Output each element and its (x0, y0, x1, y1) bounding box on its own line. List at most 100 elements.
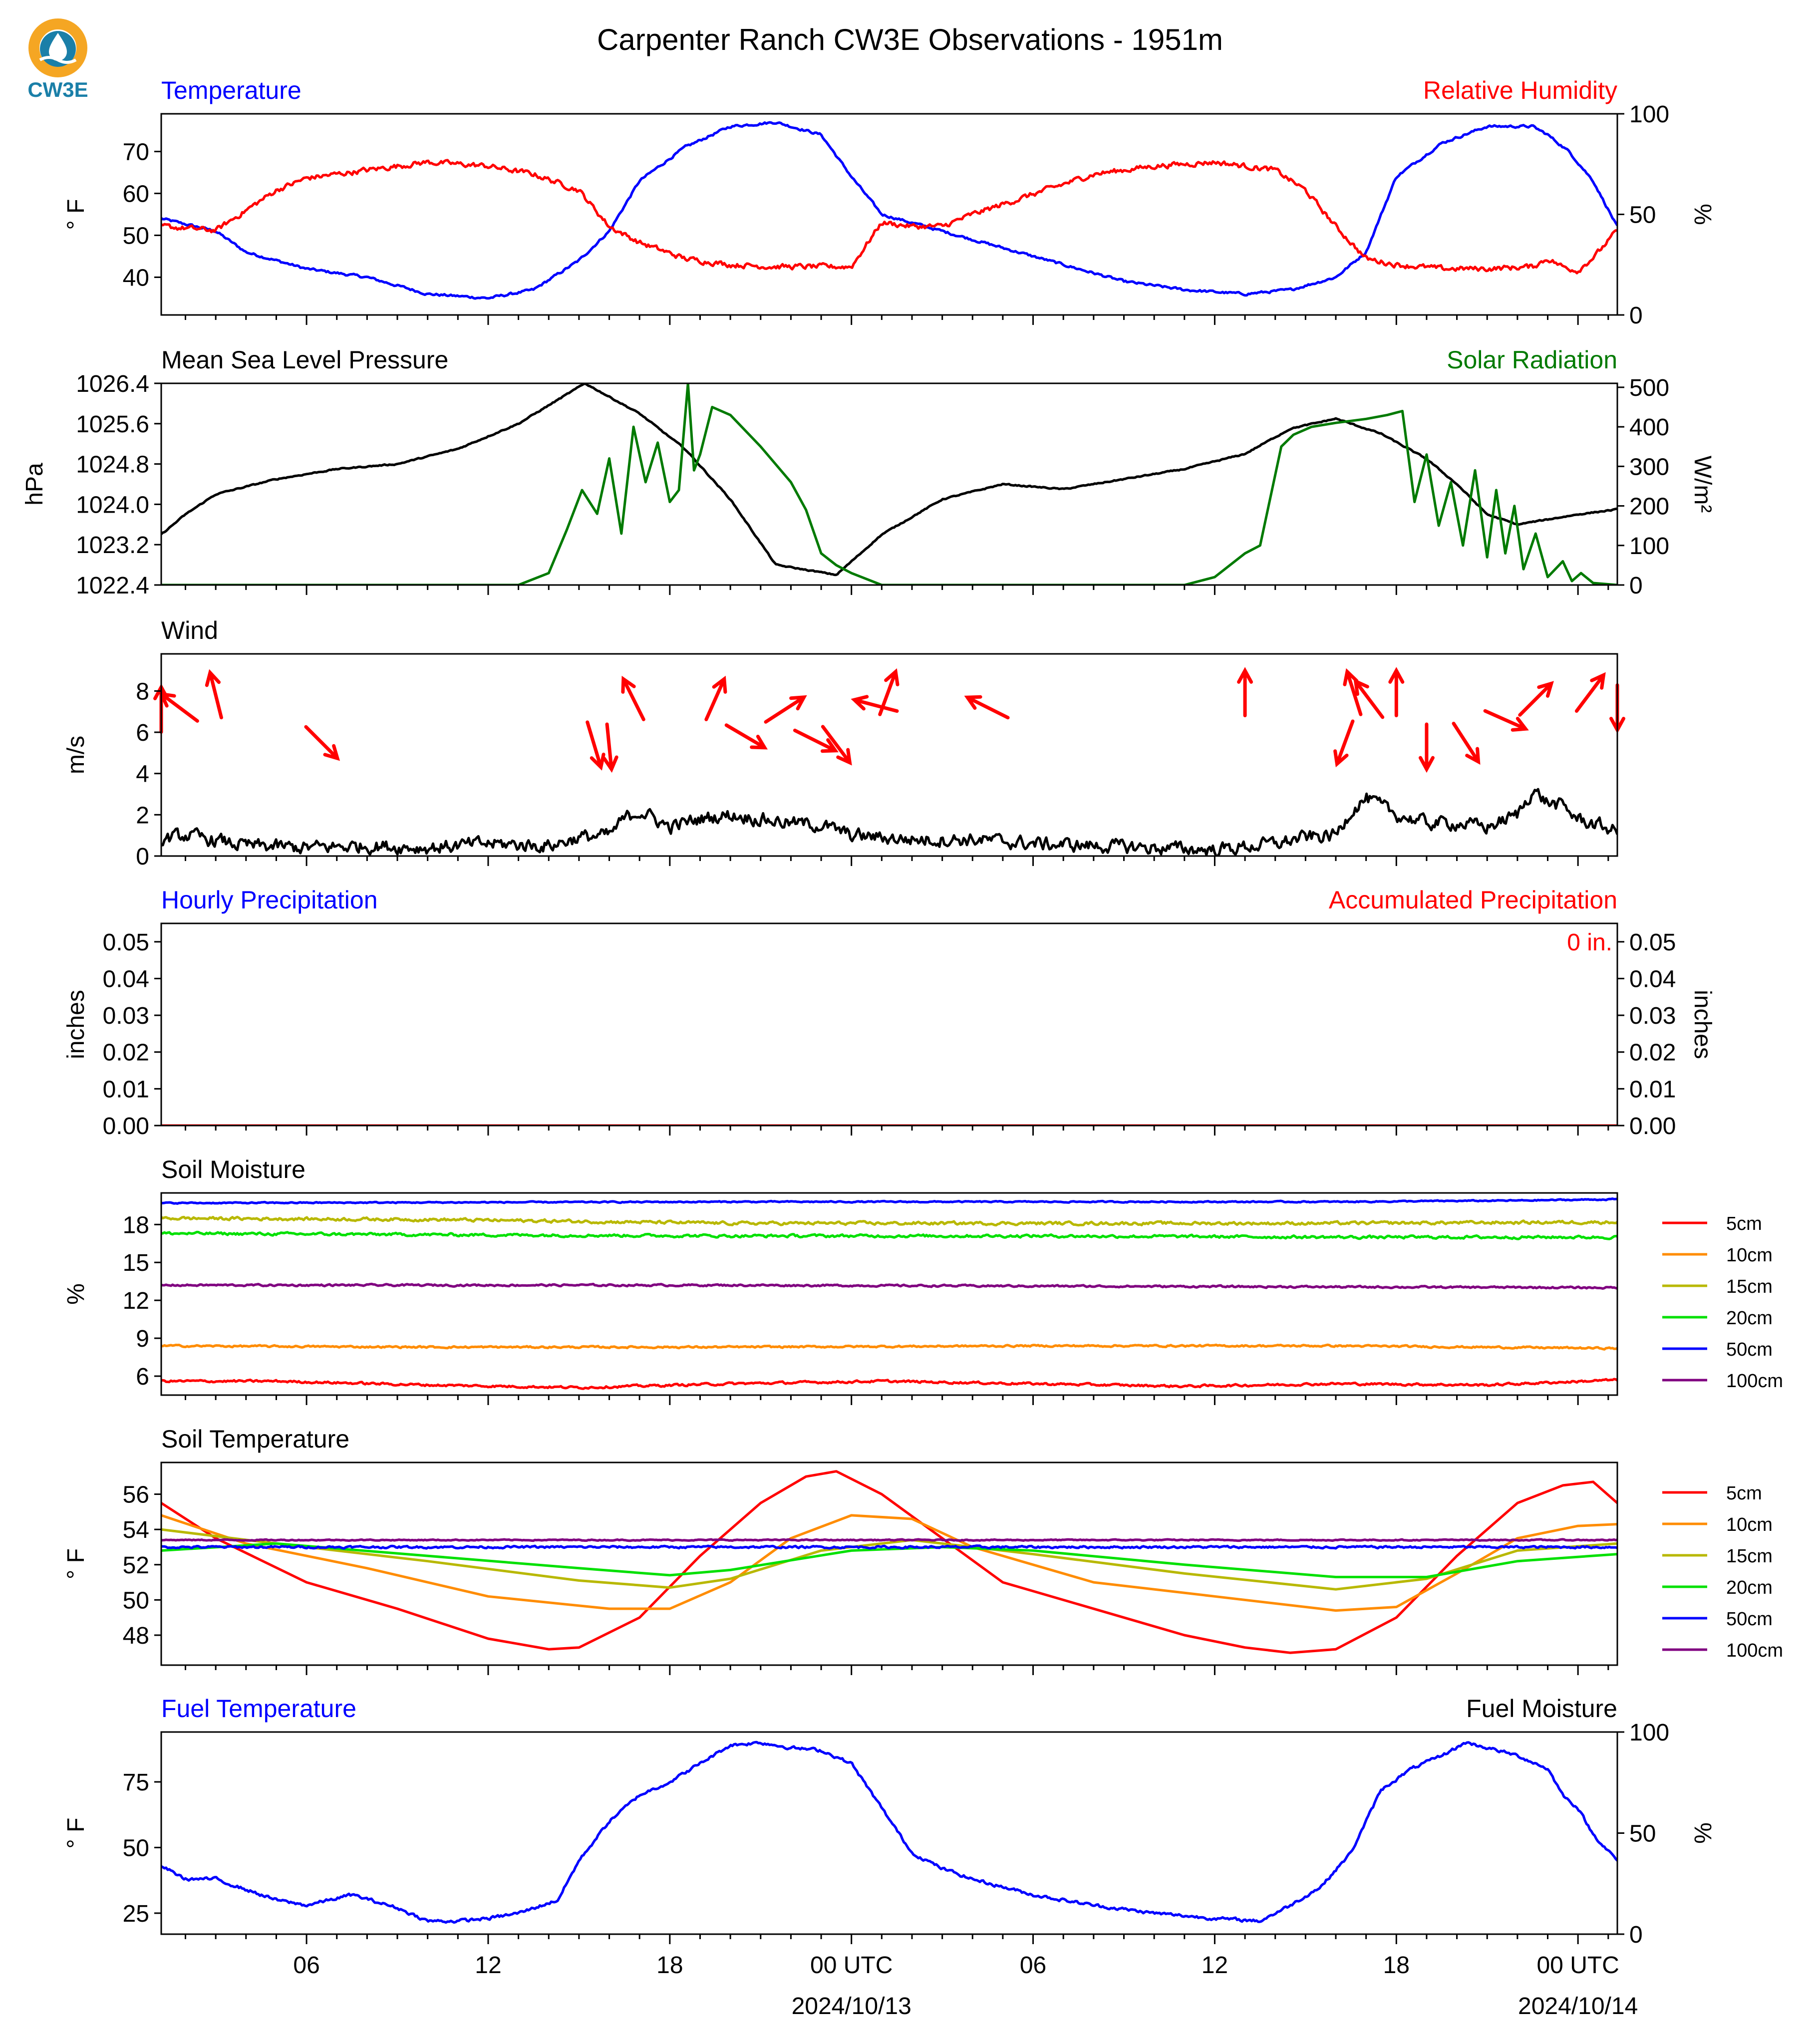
y-tick-label-right: 0.03 (1629, 1003, 1676, 1029)
y-tick-label-left: 0.01 (103, 1076, 149, 1103)
y-tick-label-left: 8 (136, 678, 149, 705)
panel-pressure_solar: Mean Sea Level Pressure Solar Radiation 10… (21, 346, 1716, 599)
wind-arrow (851, 695, 899, 713)
legend-label: 10cm (1726, 1514, 1773, 1535)
panel-title-right: Accumulated Precipitation (1329, 886, 1617, 914)
y-tick-label-left: 0 (136, 844, 149, 870)
x-tick-label: 00 UTC (1536, 1952, 1619, 1979)
logo-droplet-icon (49, 33, 67, 61)
panel-title-left: Mean Sea Level Pressure (161, 346, 448, 374)
panel-wind: Wind 0 2 4 6 8 m/s (63, 616, 1625, 870)
plot-frame (160, 922, 1618, 1127)
y-tick-label-left: 75 (123, 1769, 149, 1796)
x-date-label: 2024/10/14 (1518, 1993, 1638, 2020)
panel-soil_moisture: Soil Moisture 6 9 12 15 18% 5cm 10cm 15cm 20cm 50c… (63, 1156, 1783, 1405)
panel-title-left: Hourly Precipitation (161, 886, 378, 914)
legend-label: 50cm (1726, 1609, 1773, 1630)
wind-arrow (1452, 721, 1481, 765)
y-axis-label-right: % (1689, 1822, 1716, 1844)
series-line-100cm (161, 1538, 1617, 1542)
x-date-label: 2024/10/13 (792, 1993, 911, 2020)
wind-arrow (1518, 681, 1554, 717)
series-group (161, 788, 1617, 856)
y-tick-label-left: 6 (136, 1364, 149, 1390)
y-tick-label-left: 4 (136, 761, 149, 788)
y-tick-label-left: 54 (123, 1517, 149, 1543)
series-line-5cm (161, 1378, 1617, 1390)
y-tick-label-left: 1024.8 (76, 452, 149, 478)
series-line-wind-speed (161, 788, 1617, 856)
series-line-20cm (161, 1542, 1617, 1578)
figure-title: Carpenter Ranch CW3E Observations - 1951… (597, 23, 1223, 56)
x-axis-dates: 2024/10/13 2024/10/14 (792, 1993, 1638, 2020)
x-tick-label: 06 (293, 1952, 319, 1979)
wind-arrow (158, 692, 199, 723)
panel-title-left: Fuel Temperature (161, 1695, 356, 1723)
y-axis-label-left: ° F (63, 1818, 89, 1849)
cw3e-logo: CW3E (27, 18, 88, 101)
logo-wave-icon (39, 56, 77, 64)
series-line-5cm (161, 1470, 1617, 1654)
y-tick-label-left: 12 (123, 1288, 149, 1314)
y-tick-label-right: 0 (1629, 302, 1643, 329)
y-axis-label-left: m/s (63, 736, 89, 774)
x-tick-label: 00 UTC (810, 1952, 893, 1979)
y-tick-label-left: 1022.4 (76, 573, 149, 599)
x-tick-label: 12 (1202, 1952, 1228, 1979)
y-axis-label-right: inches (1689, 990, 1716, 1059)
panel-soil_temperature: Soil Temperature 48 50 52 54 56 ° F 5cm 10cm 15cm… (63, 1425, 1783, 1675)
legend-label: 20cm (1726, 1577, 1773, 1598)
series-line-10cm (161, 1343, 1617, 1351)
y-tick-label-left: 9 (136, 1326, 149, 1352)
y-tick-label-right: 50 (1629, 202, 1656, 229)
wind-arrow (586, 720, 606, 771)
y-tick-label-right: 0 (1629, 573, 1643, 599)
plot-frame (160, 1192, 1618, 1396)
series-line-fuel-temperature (161, 1740, 1617, 1924)
y-tick-label-left: 50 (123, 223, 149, 249)
wind-arrow (793, 728, 839, 753)
panel-title-left: Soil Temperature (161, 1425, 349, 1453)
series-group (161, 121, 1617, 300)
y-axis-label-right: W/m² (1689, 456, 1716, 513)
y-axis-label-left: ° F (63, 1548, 89, 1579)
wind-arrow (621, 675, 645, 721)
y-tick-label-left: 0.03 (103, 1003, 149, 1029)
legend-label: 100cm (1726, 1371, 1783, 1392)
y-tick-label-right: 0.05 (1629, 929, 1676, 956)
wind-arrow (764, 695, 807, 724)
panel-title-left: Wind (161, 616, 218, 644)
y-tick-label-right: 0 (1629, 1922, 1643, 1948)
y-tick-label-left: 52 (123, 1552, 149, 1579)
legend-label: 5cm (1726, 1213, 1762, 1234)
plot-frame (160, 653, 1618, 857)
series-line-20cm (161, 1230, 1617, 1240)
x-tick-label: 18 (1383, 1952, 1410, 1979)
y-tick-label-left: 56 (123, 1482, 149, 1508)
series-line-15cm (161, 1215, 1617, 1227)
plot-frame (160, 1461, 1618, 1666)
logo-text: CW3E (27, 78, 88, 101)
wind-arrow (205, 669, 223, 720)
accumulated-total-label: 0 in. (1567, 929, 1612, 956)
y-tick-label-left: 0.00 (103, 1113, 149, 1140)
logo-sun-ring (28, 18, 87, 77)
y-tick-label-right: 200 (1629, 494, 1669, 520)
wind-arrows (153, 667, 1625, 773)
y-tick-label-left: 48 (123, 1623, 149, 1649)
panel-precip: Hourly Precipitation Accumulated Precipit… (63, 886, 1716, 1140)
y-tick-label-left: 18 (123, 1212, 149, 1238)
series-line-100cm (161, 1282, 1617, 1290)
panel-temp_rh: Temperature Relative Humidity 40 50 60 70 0 50 1… (63, 76, 1716, 329)
y-tick-label-left: 0.02 (103, 1040, 149, 1066)
y-tick-label-right: 500 (1629, 375, 1669, 401)
legend-label: 15cm (1726, 1276, 1773, 1297)
y-tick-label-right: 50 (1629, 1821, 1656, 1847)
y-tick-label-left: 25 (123, 1901, 149, 1927)
series-group (161, 1197, 1617, 1390)
x-tick-label: 18 (656, 1952, 683, 1979)
y-tick-label-right: 0.00 (1629, 1113, 1676, 1140)
legend: 5cm 10cm 15cm 20cm 50cm 100cm (1662, 1483, 1783, 1661)
legend-label: 100cm (1726, 1640, 1783, 1661)
y-tick-label-right: 0.04 (1629, 966, 1676, 992)
